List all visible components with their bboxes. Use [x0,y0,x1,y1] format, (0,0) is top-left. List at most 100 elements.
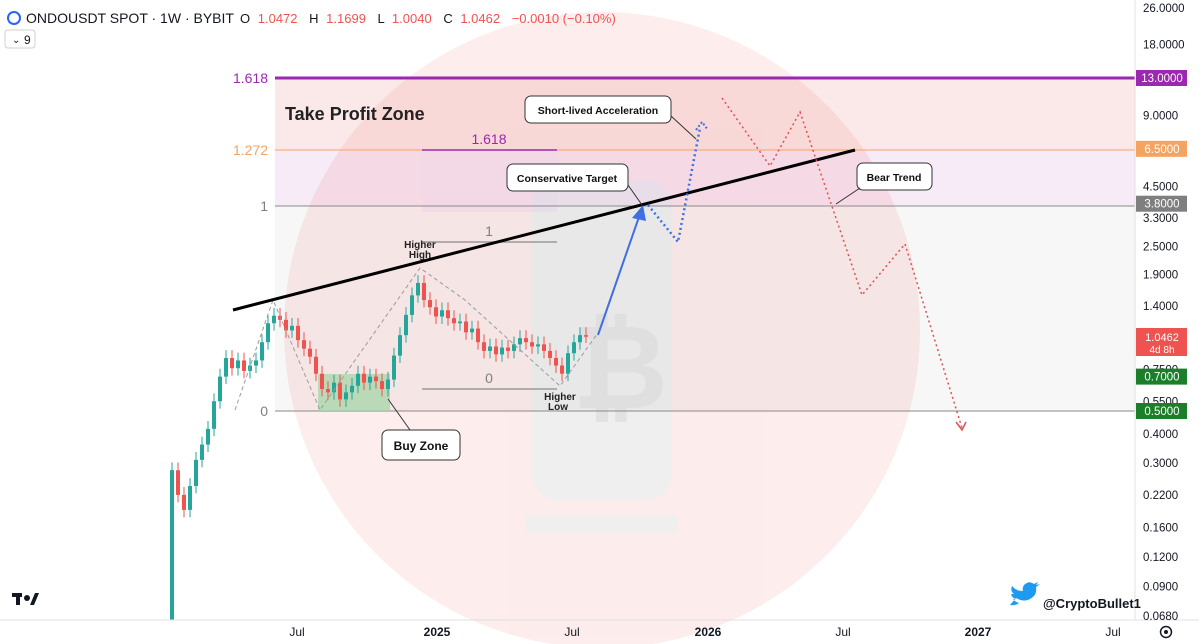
last-price-tag: 1.0462 4d 8h [1136,328,1187,356]
price-axis-tick: 0.0680 [1143,611,1178,623]
ohlc-o-label: O [240,11,250,26]
candle-body [356,373,360,386]
candle-body [404,314,408,336]
candle-body [470,328,474,333]
price-axis-tick: 1.9000 [1143,270,1178,282]
blue-dotted-arrowhead [695,120,709,131]
time-axis[interactable]: Jul 2025 Jul 2026 Jul 2027 Jul [289,625,1120,639]
candle-body [206,428,210,445]
candle-body [428,300,432,308]
candle-body [554,357,558,366]
candle-body [242,360,246,371]
candle-body [230,357,234,369]
candle-body [422,282,426,301]
candle-body [368,376,372,383]
price-tag-label: 6.5000 [1144,144,1179,156]
candle-body [176,470,180,495]
candle-body [560,365,564,374]
candle-body [296,325,300,341]
projection-arrow [597,213,641,336]
price-tag-box [1136,368,1187,385]
candle-body [548,350,552,358]
candle-body [362,373,366,383]
indicator-toggle-button[interactable]: ⌄ 9 [4,29,36,49]
candle-body [338,382,342,400]
candle-body [374,376,378,382]
price-axis-tick: 1.4000 [1143,301,1178,313]
candle-body [302,340,306,349]
ohlc-h-label: H [309,11,318,26]
callout-conservative[interactable]: Conservative Target [506,163,643,206]
candle-body [380,381,384,390]
tradingview-logo-icon[interactable] [12,593,39,605]
last-price-value: 1.0462 [1145,332,1179,344]
candle-body [458,321,462,324]
inner-fib-label-0: 0 [485,370,493,386]
take-profit-label: Take Profit Zone [285,104,425,124]
ohlc-h-value: 1.1699 [326,11,366,26]
price-axis-tick: 0.1600 [1143,522,1178,534]
candle-body [350,385,354,393]
price-axis[interactable]: 26.0000 18.0000 9.0000 4.5000 3.3000 2.5000 1.… [1143,3,1185,623]
resistance-trendline[interactable] [232,148,856,312]
price-axis-tick: 18.0000 [1143,40,1185,52]
ohlc-o-value: 1.0472 [258,11,298,26]
callout-short-lived-text: Short-lived Acceleration [538,105,658,117]
price-tag-box [1136,140,1187,157]
inner-fib-label-1: 1 [485,223,493,239]
price-axis-tick: 0.4000 [1143,429,1178,441]
candle-body [284,319,288,331]
candle-body [494,346,498,355]
candle-body [266,323,270,343]
candle-body [278,315,282,320]
candle-body [584,335,588,337]
author-handle: @CryptoBullet1 [1043,596,1141,611]
gear-icon[interactable] [1159,625,1173,639]
candle-body [326,389,330,393]
candle-body [500,347,504,355]
price-axis-tick: 0.2200 [1143,490,1178,502]
price-axis-tick: 0.3000 [1143,458,1178,470]
candle-body [434,307,438,317]
candle-body [542,344,546,351]
ohlc-l-label: L [378,11,385,26]
candlestick-series[interactable] [170,275,588,620]
price-axis-tick: 0.0900 [1143,581,1178,593]
time-axis-tick: 2026 [695,625,722,639]
candle-body [320,373,324,390]
candle-body [530,342,534,347]
price-tag-label: 0.7000 [1144,372,1179,384]
ohlc-change: −0.0010 (−0.10%) [512,11,616,26]
candle-body [518,338,522,345]
indicator-count: 9 [24,33,31,47]
chevron-down-icon: ⌄ [12,35,20,46]
fib-band-1-0 [275,206,1135,411]
higher-low-label-2: Low [548,402,568,413]
callout-bear-trend-text: Bear Trend [867,172,922,184]
callout-buy-zone-text: Buy Zone [394,439,449,453]
fib-band-1272-1 [275,150,1135,206]
bear-dotted-projection [721,97,963,429]
callout-bear-trend[interactable]: Bear Trend [835,162,933,205]
candle-body [182,494,186,510]
callout-short-lived[interactable]: Short-lived Acceleration [524,95,697,140]
ohlc-readout: O 1.0472 H 1.1699 L 1.0040 C 1.0462 −0.0… [240,11,616,26]
time-axis-tick: Jul [289,625,304,639]
candle-body [446,310,450,319]
candle-body [386,379,390,390]
callout-buy-zone[interactable]: Buy Zone [381,398,461,461]
candle-body [488,346,492,351]
symbol-title[interactable]: ONDOUSDT SPOT · 1W · BYBIT [26,10,234,26]
candle-body [290,325,294,331]
candle-body [308,348,312,357]
candle-body [212,401,216,429]
candle-body [482,342,486,351]
price-tag-label: 3.8000 [1144,199,1179,211]
time-axis-tick: Jul [835,625,850,639]
twitter-icon [1010,582,1040,606]
ondo-logo-icon [7,11,21,25]
inner-fib-label-1618: 1.618 [471,131,506,147]
price-tag-label: 13.0000 [1141,73,1183,85]
fib-label-1: 1 [260,198,268,214]
